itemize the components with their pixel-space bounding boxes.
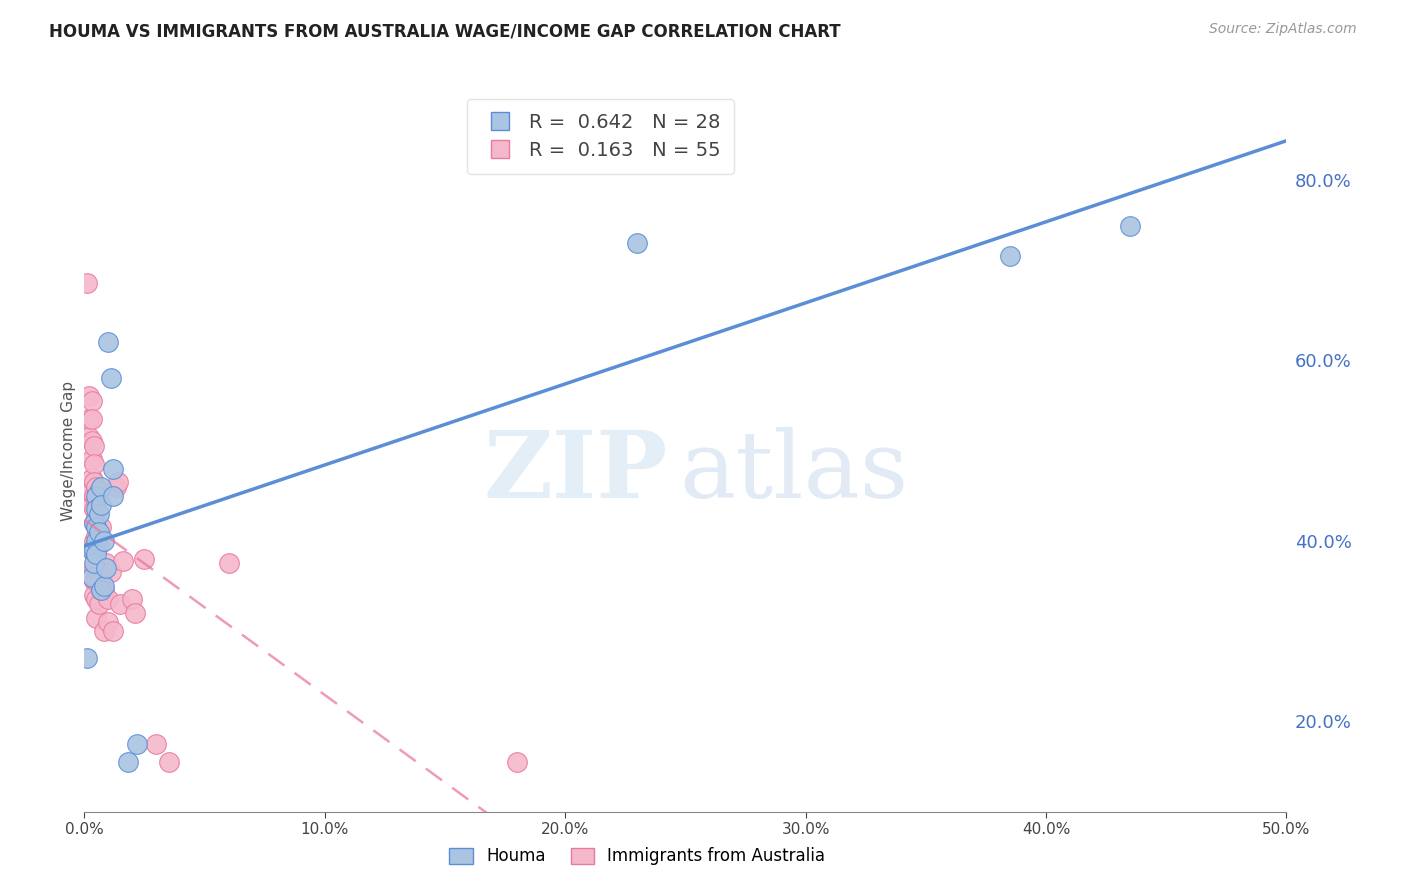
Point: [100, 371, 122, 385]
Point: [86, 480, 108, 494]
Point: [77, 430, 100, 444]
Point: [127, 737, 149, 751]
Point: [1119, 219, 1142, 234]
Point: [80, 412, 103, 426]
Point: [107, 475, 129, 489]
Point: [87, 597, 110, 611]
Point: [83, 439, 105, 453]
Point: [80, 393, 103, 408]
Point: [90, 498, 112, 512]
Point: [86, 502, 108, 516]
Point: [76, 277, 98, 291]
Point: [77, 412, 100, 426]
Point: [121, 592, 143, 607]
Point: [76, 651, 98, 665]
Point: [80, 434, 103, 449]
Point: [90, 520, 112, 534]
Point: [506, 755, 529, 769]
Point: [104, 480, 127, 494]
Point: [83, 588, 105, 602]
Point: [80, 452, 103, 467]
Point: [83, 502, 105, 516]
Point: [86, 574, 108, 589]
Legend: Houma, Immigrants from Australia: Houma, Immigrants from Australia: [443, 840, 832, 872]
Point: [83, 557, 105, 571]
Point: [83, 516, 105, 530]
Point: [157, 755, 180, 769]
Point: [86, 520, 108, 534]
Point: [93, 624, 115, 639]
Point: [87, 574, 110, 589]
Point: [97, 592, 120, 607]
Point: [124, 606, 146, 620]
Point: [86, 547, 108, 561]
Point: [97, 334, 120, 349]
Point: [87, 507, 110, 521]
Point: [80, 470, 103, 484]
Point: [93, 533, 115, 548]
Text: atlas: atlas: [679, 427, 908, 517]
Point: [86, 533, 108, 548]
Point: [626, 235, 648, 250]
Point: [83, 542, 105, 557]
Point: [83, 457, 105, 471]
Point: [80, 498, 103, 512]
Point: [103, 624, 125, 639]
Point: [86, 511, 108, 525]
Point: [110, 597, 132, 611]
Point: [86, 489, 108, 503]
Point: [134, 551, 156, 566]
Point: [83, 475, 105, 489]
Point: [90, 583, 112, 598]
Point: [100, 566, 122, 580]
Point: [117, 755, 139, 769]
Point: [83, 516, 105, 530]
Point: [86, 493, 108, 508]
Point: [80, 570, 103, 584]
Point: [94, 557, 117, 571]
Point: [998, 249, 1021, 263]
Point: [80, 484, 103, 499]
Point: [218, 557, 240, 571]
Point: [83, 547, 105, 561]
Point: [90, 480, 112, 494]
Point: [94, 561, 117, 575]
Point: [80, 542, 103, 557]
Point: [145, 737, 167, 751]
Point: [103, 489, 125, 503]
Point: [111, 554, 134, 568]
Point: [86, 529, 108, 543]
Point: [87, 484, 110, 499]
Point: [87, 538, 110, 552]
Text: Source: ZipAtlas.com: Source: ZipAtlas.com: [1209, 22, 1357, 37]
Point: [86, 610, 108, 624]
Text: HOUMA VS IMMIGRANTS FROM AUSTRALIA WAGE/INCOME GAP CORRELATION CHART: HOUMA VS IMMIGRANTS FROM AUSTRALIA WAGE/…: [49, 22, 841, 40]
Point: [87, 524, 110, 539]
Point: [97, 615, 120, 629]
Point: [90, 583, 112, 598]
Point: [83, 574, 105, 589]
Y-axis label: Wage/Income Gap: Wage/Income Gap: [60, 380, 76, 521]
Text: ZIP: ZIP: [484, 427, 668, 517]
Point: [83, 489, 105, 503]
Point: [83, 533, 105, 548]
Point: [83, 561, 105, 575]
Point: [86, 542, 108, 557]
Point: [77, 389, 100, 403]
Point: [93, 583, 115, 598]
Point: [86, 561, 108, 575]
Point: [93, 579, 115, 593]
Point: [103, 461, 125, 475]
Point: [86, 592, 108, 607]
